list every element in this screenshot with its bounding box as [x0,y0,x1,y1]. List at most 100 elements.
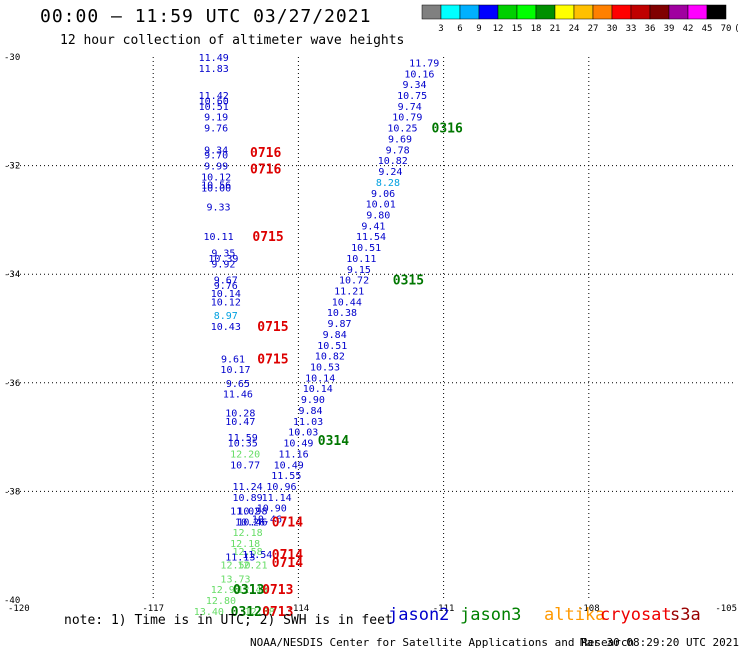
wave-height-value: 10.25 [387,124,417,135]
wave-height-value: 12.50 [220,561,250,572]
y-tick-label: -32 [4,162,20,172]
wave-height-value: 12.88 [245,607,275,618]
y-tick-label: -40 [4,596,20,606]
y-tick-label: -30 [4,53,20,63]
wave-height-value: 11.54 [242,550,272,561]
pass-time-label: 0715 [257,320,288,335]
pass-time-label: 0713 [262,605,293,620]
wave-height-value: 9.41 [361,221,385,232]
color-swatch [592,4,613,20]
wave-height-value: 8.97 [214,311,238,322]
y-tick-label: -34 [4,270,20,280]
color-swatch [421,4,442,20]
color-swatch [554,4,575,20]
wave-height-value: 12.21 [237,561,267,572]
color-scale-label: 12 [493,24,504,34]
wave-height-value: 9.19 [204,113,228,124]
wave-height-value: 11.14 [262,493,292,504]
wave-height-value: 10.56 [201,181,231,192]
wave-height-value: 10.77 [230,460,260,471]
color-scale-label: 33 [626,24,637,34]
wave-height-value: 13.40 [194,607,224,618]
wave-height-value: 10.38 [327,308,357,319]
color-scale-label: 39 [664,24,675,34]
wave-height-value: 11.49 [199,53,229,64]
x-tick-label: -114 [288,604,310,614]
wave-height-value: 10.72 [339,276,369,287]
wave-height-value: 10.11 [203,232,233,243]
footer-credit: NOAA/NESDIS Center for Satellite Applica… [250,636,635,649]
x-tick-label: -120 [8,604,30,614]
pass-time-label: 0316 [432,122,463,137]
color-scale-label: 3 [438,24,443,34]
satellite-legend-jason3: jason3 [460,605,522,625]
wave-height-value: 10.60 [199,96,229,107]
wave-height-value: 10.17 [220,365,250,376]
wave-height-value: 12.20 [230,449,260,460]
wave-height-value: 11.59 [228,433,258,444]
wave-height-value: 12.80 [206,596,236,607]
wave-height-value: 12.58 [233,547,263,558]
color-swatch [630,4,651,20]
wave-height-value: 10.90 [257,504,287,515]
observations: 11.4911.8311.4210.6010.519.199.769.349.7… [194,53,439,618]
wave-height-value: 9.76 [204,124,228,135]
wave-height-value: 10.98 [237,506,267,517]
wave-height-value: 10.39 [208,254,238,265]
wave-height-value: 10.14 [211,289,241,300]
wave-height-value: 10.51 [317,341,347,352]
wave-height-value: 11.21 [334,286,364,297]
wave-height-value: 8.28 [376,178,400,189]
x-tick-label: -117 [142,604,164,614]
wave-height-value: 11.16 [279,449,309,460]
pass-time-label: 0713 [262,583,293,598]
wave-height-value: 11.42 [199,91,229,102]
satellite-legend-jason2: jason2 [388,605,450,625]
wave-height-value: 12.43 [237,585,267,596]
x-tick-label: -108 [578,604,600,614]
color-scale-label: 42 [683,24,694,34]
wave-height-value: 10.00 [201,183,231,194]
wave-height-value: 10.16 [404,69,434,80]
wave-height-value: 10.51 [351,243,381,254]
color-swatch [687,4,708,20]
wave-height-value: 10.14 [305,373,335,384]
y-tick-label: -38 [4,487,20,497]
y-tick-label: -36 [4,379,20,389]
wave-height-value: 10.49 [274,460,304,471]
x-tick-label: -111 [433,604,455,614]
wave-height-value: 9.74 [398,102,422,113]
color-scale-label: 27 [588,24,599,34]
wave-height-value: 10.03 [288,428,318,439]
wave-height-value: 10.14 [303,384,333,395]
pass-time-label: 0714 [272,515,303,530]
footer-timestamp: Mar 30 08:29:20 UTC 2021 [580,636,739,649]
wave-height-value: 11.02 [230,506,260,517]
wave-height-value: 9.69 [388,134,412,145]
wave-height-value: 10.11 [346,254,376,265]
wave-height-value: 9.84 [323,330,347,341]
pass-time-label: 0714 [272,548,303,563]
wave-height-value: 11.24 [233,482,263,493]
color-scale-label: 24 [569,24,580,34]
chart-title: 00:00 – 11:59 UTC 03/27/2021 [40,6,372,27]
wave-height-value: 9.78 [386,145,410,156]
grid [8,57,734,600]
wave-height-value: 9.33 [206,202,230,213]
wave-height-value: 9.34 [204,145,228,156]
wave-height-value: 9.80 [366,210,390,221]
wave-height-value: 9.84 [298,406,322,417]
pass-time-label: 0313 [233,583,264,598]
wave-height-value: 10.49 [283,439,313,450]
satellite-legend-cryosat: cryosat [600,605,672,625]
wave-height-value: 9.24 [378,167,402,178]
pass-time-label: 0314 [318,434,349,449]
wave-height-value: 10.89 [233,493,263,504]
color-scale-label: 70 [721,24,732,34]
wave-height-value: 11.83 [199,64,229,75]
wave-height-value: 9.76 [214,281,238,292]
wave-height-value: 10.82 [315,352,345,363]
wave-height-value: 10.01 [366,200,396,211]
